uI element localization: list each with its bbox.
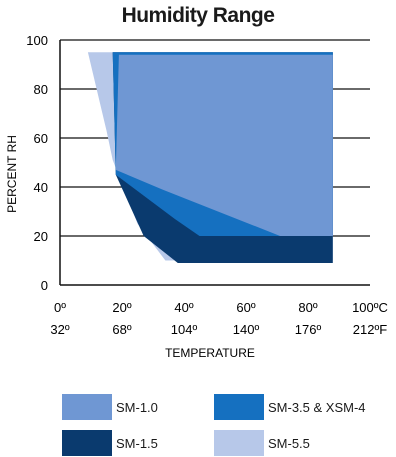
y-tick-label: 60 [34,131,48,146]
legend-label: SM-1.0 [116,399,158,415]
x-axis-label: TEMPERATURE [165,346,255,360]
legend-label: SM-1.5 [116,435,158,451]
x-tick-label-fahrenheit: 104º [171,322,198,337]
chart-title: Humidity Range [121,4,275,27]
legend-item-sm-1-0: SM-1.0 [62,394,158,420]
legend-item-sm-3-5-xsm-4: SM-3.5 & XSM-4 [214,394,366,420]
area-series [87,52,333,263]
y-tick-label: 0 [41,278,48,293]
x-tick-label-fahrenheit: 68º [112,322,131,337]
y-axis-label: PERCENT RH [5,135,19,213]
x-tick-label-fahrenheit: 32º [50,322,69,337]
x-tick-label-celsius: 20º [112,300,131,315]
x-tick-label-fahrenheit: 140º [233,322,260,337]
legend-item-sm-5-5: SM-5.5 [214,430,310,456]
x-tick-label-fahrenheit: 212ºF [353,322,387,337]
axes: 0 20 40 60 80 100 0º 32º 20º 68º 40º 104º 60º 140º 80º… [26,33,388,337]
y-tick-label: 20 [34,229,48,244]
legend-label: SM-5.5 [268,435,310,451]
x-tick-label-celsius: 100ºC [352,300,388,315]
legend-swatch [214,430,264,456]
x-tick-label-celsius: 40º [174,300,193,315]
x-tick-label-celsius: 60º [236,300,255,315]
legend-swatch [214,394,264,420]
x-tick-label-celsius: 0º [54,300,66,315]
x-tick-label-celsius: 80º [298,300,317,315]
legend-item-sm-1-5: SM-1.5 [62,430,158,456]
y-tick-label: 40 [34,180,48,195]
legend-label: SM-3.5 & XSM-4 [268,399,366,415]
legend-swatch [62,394,112,420]
legend-swatch [62,430,112,456]
x-tick-label-fahrenheit: 176º [295,322,322,337]
y-tick-label: 80 [34,82,48,97]
y-tick-label: 100 [26,33,48,48]
series-area-sm-1-0 [115,54,333,237]
